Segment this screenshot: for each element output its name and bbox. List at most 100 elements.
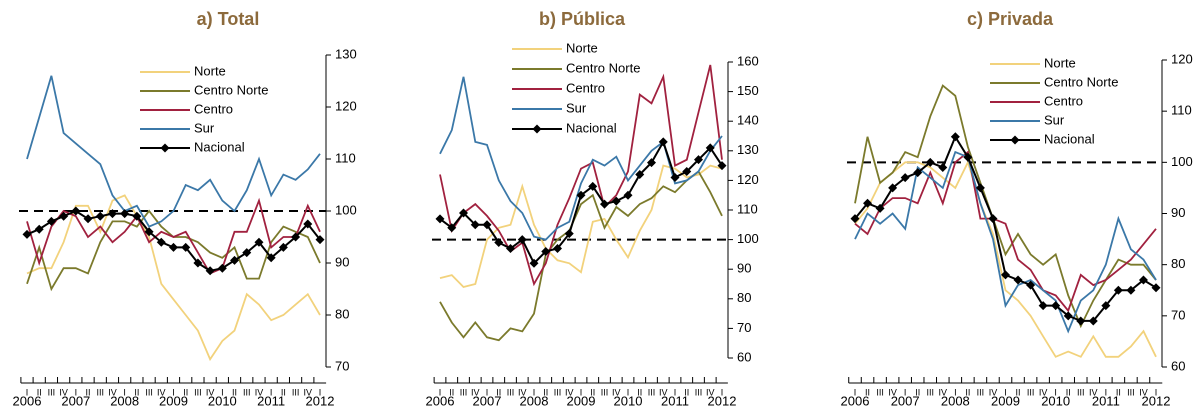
year-label: 2008 bbox=[520, 393, 549, 408]
point-marker bbox=[22, 229, 32, 239]
point-marker bbox=[447, 223, 457, 233]
point-marker bbox=[900, 173, 910, 183]
x-tick-label: IV bbox=[659, 387, 668, 397]
point-marker bbox=[181, 242, 191, 252]
y-tick-label: 110 bbox=[1171, 103, 1192, 118]
x-tick-label: III bbox=[695, 387, 703, 397]
y-tick-label: 160 bbox=[737, 53, 759, 68]
point-marker bbox=[647, 158, 656, 168]
point-marker bbox=[303, 219, 313, 229]
point-marker bbox=[635, 169, 645, 179]
y-tick-label: 110 bbox=[737, 201, 758, 216]
point-marker bbox=[863, 198, 873, 208]
x-tick-label: IV bbox=[108, 387, 117, 397]
x-tick-label: IV bbox=[255, 387, 264, 397]
legend-label: Norte bbox=[194, 63, 226, 78]
legend-label: Centro Norte bbox=[566, 60, 640, 75]
y-tick-label: 120 bbox=[335, 98, 357, 113]
x-tick-label: II bbox=[590, 387, 595, 397]
year-label: 2007 bbox=[891, 393, 920, 408]
x-tick-label: III bbox=[460, 387, 468, 397]
series-line bbox=[439, 164, 723, 288]
y-tick-label: 110 bbox=[335, 150, 356, 165]
legend-label: Sur bbox=[1044, 112, 1065, 127]
y-tick-label: 90 bbox=[737, 261, 751, 276]
point-marker bbox=[576, 190, 586, 200]
point-marker bbox=[506, 243, 515, 253]
point-marker bbox=[658, 137, 668, 147]
x-tick-label: III bbox=[292, 387, 300, 397]
x-tick-label: IV bbox=[518, 387, 527, 397]
point-marker bbox=[564, 229, 574, 239]
year-label: 2010 bbox=[614, 393, 643, 408]
legend-label: Centro bbox=[566, 80, 605, 95]
year-label: 2006 bbox=[426, 393, 455, 408]
y-tick-label: 130 bbox=[335, 46, 357, 61]
x-tick-label: I bbox=[75, 387, 78, 397]
x-tick-label: I bbox=[172, 387, 175, 397]
legend-label: Norte bbox=[1044, 55, 1076, 70]
x-tick-label: II bbox=[637, 387, 642, 397]
x-tick-label: III bbox=[601, 387, 609, 397]
y-tick-label: 70 bbox=[335, 358, 349, 373]
point-marker bbox=[1126, 285, 1136, 295]
year-label: 2012 bbox=[306, 393, 335, 408]
legend-marker bbox=[532, 124, 542, 134]
series-line bbox=[854, 150, 1157, 334]
x-tick-label: II bbox=[496, 387, 501, 397]
x-tick-label: II bbox=[449, 387, 454, 397]
point-marker bbox=[623, 190, 633, 200]
x-tick-label: III bbox=[96, 387, 104, 397]
legend-label: Norte bbox=[566, 40, 598, 55]
point-marker bbox=[553, 243, 562, 253]
point-marker bbox=[482, 220, 492, 230]
x-tick-label: II bbox=[134, 387, 139, 397]
x-tick-label: III bbox=[876, 387, 884, 397]
point-marker bbox=[1138, 275, 1148, 285]
point-marker bbox=[494, 238, 504, 248]
series-line bbox=[26, 197, 321, 275]
point-marker bbox=[1051, 301, 1061, 311]
y-tick-label: 90 bbox=[335, 254, 349, 269]
legend-marker bbox=[1010, 135, 1020, 145]
series-line bbox=[854, 159, 1157, 358]
y-tick-label: 80 bbox=[1171, 256, 1185, 271]
point-marker bbox=[682, 167, 692, 177]
year-label: 2008 bbox=[110, 393, 139, 408]
point-marker bbox=[205, 266, 215, 276]
point-marker bbox=[46, 216, 56, 226]
y-tick-label: 100 bbox=[737, 231, 759, 246]
series-line bbox=[439, 76, 723, 241]
point-marker bbox=[144, 227, 154, 237]
year-label: 2011 bbox=[661, 393, 689, 408]
point-marker bbox=[913, 168, 923, 178]
legend-label: Nacional bbox=[1044, 131, 1095, 146]
y-tick-label: 130 bbox=[737, 142, 759, 157]
x-tick-label: I bbox=[26, 387, 29, 397]
y-tick-label: 60 bbox=[1171, 358, 1185, 373]
y-tick-label: 80 bbox=[737, 290, 751, 305]
x-tick-label: I bbox=[1054, 387, 1057, 397]
year-label: 2008 bbox=[941, 393, 970, 408]
x-tick-label: IV bbox=[565, 387, 574, 397]
x-tick-label: I bbox=[123, 387, 126, 397]
x-tick-label: III bbox=[145, 387, 153, 397]
x-tick-label: IV bbox=[1089, 387, 1098, 397]
x-tick-label: III bbox=[648, 387, 656, 397]
series-line bbox=[439, 170, 723, 342]
point-marker bbox=[1026, 280, 1036, 290]
series-line bbox=[854, 134, 1157, 322]
x-tick-label: III bbox=[48, 387, 56, 397]
legend-label: Nacional bbox=[566, 120, 617, 135]
point-marker bbox=[888, 183, 898, 193]
x-tick-label: III bbox=[926, 387, 934, 397]
x-tick-label: I bbox=[486, 387, 489, 397]
point-marker bbox=[230, 255, 240, 265]
x-tick-label: I bbox=[580, 387, 583, 397]
year-label: 2010 bbox=[1041, 393, 1070, 408]
year-label: 2009 bbox=[159, 393, 188, 408]
x-tick-label: III bbox=[243, 387, 251, 397]
year-label: 2007 bbox=[61, 393, 90, 408]
y-tick-label: 80 bbox=[335, 306, 349, 321]
